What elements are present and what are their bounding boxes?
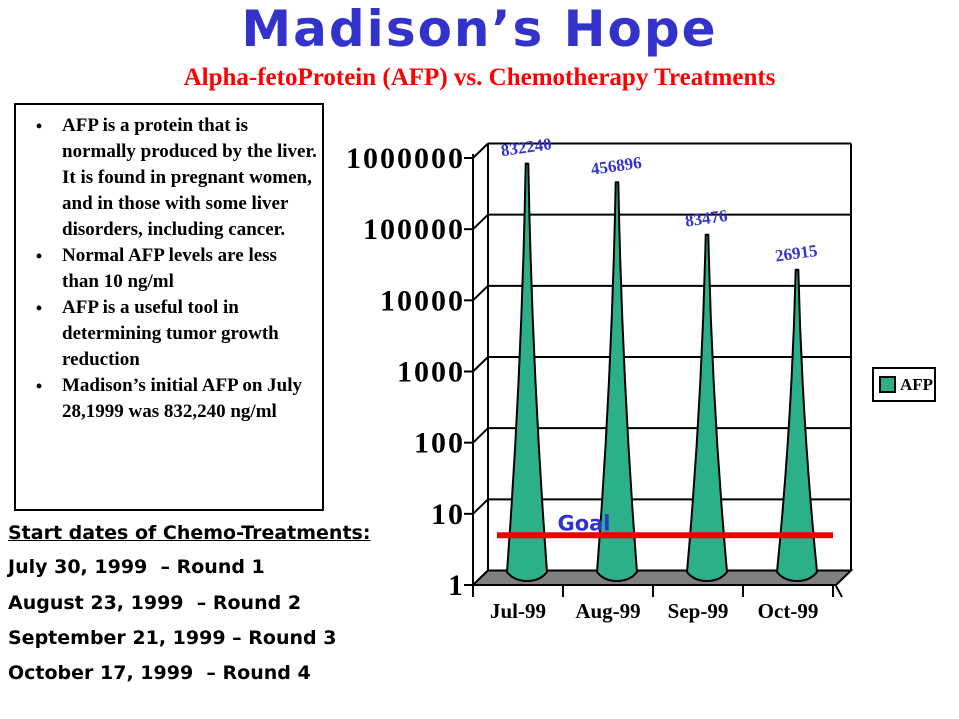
bullet-icon: [16, 295, 62, 373]
axis-depth-connector: [472, 569, 489, 586]
bullet-item: AFP is a useful tool in determining tumo…: [16, 295, 318, 373]
x-axis-category-label: Aug-99: [575, 599, 640, 623]
afp-info-box: AFP is a protein that is normally produc…: [14, 103, 324, 511]
bullet-icon: [16, 243, 62, 295]
y-axis-tick-label: 1: [448, 569, 465, 602]
y-axis-tick-label: 10000: [380, 284, 465, 317]
data-label-Aug-99: 456896: [590, 153, 643, 179]
bullet-icon: [16, 113, 62, 243]
axis-depth-connector: [472, 285, 489, 302]
bullet-text: Madison’s initial AFP on July 28,1999 wa…: [62, 375, 307, 422]
chemo-schedule-heading: Start dates of Chemo-Treatments:: [8, 522, 371, 544]
y-axis-tick-label: 100: [414, 427, 465, 460]
chemo-schedule-line: August 23, 1999 – Round 2: [8, 592, 302, 614]
bullet-text: AFP is a useful tool in determining tumo…: [62, 297, 284, 370]
x-axis-category-label: Sep-99: [668, 599, 729, 623]
chart-floor: [470, 569, 854, 586]
axis-depth-connector: [472, 213, 489, 230]
axis-depth-connector: [472, 356, 489, 373]
data-label-Sep-99: 83476: [684, 206, 729, 231]
slide-title: Madison’s Hope: [241, 0, 718, 58]
goal-label: Goal: [557, 511, 610, 535]
bullet-item: AFP is a protein that is normally produc…: [16, 113, 318, 243]
y-axis-tick-label: 100000: [363, 213, 465, 246]
data-label-Oct-99: 26915: [774, 241, 819, 266]
bullet-item: Normal AFP levels are less than 10 ng/ml: [16, 243, 318, 295]
bullet-item: Madison’s initial AFP on July 28,1999 wa…: [16, 373, 318, 425]
y-axis-tick-label: 10: [431, 498, 465, 531]
chemo-schedule-line: September 21, 1999 – Round 3: [8, 627, 337, 649]
y-axis-tick-label: 1000000: [346, 142, 465, 175]
bullet-text: AFP is a protein that is normally produc…: [62, 115, 327, 240]
legend-swatch-afp: [879, 376, 896, 393]
x-axis-category-label: Oct-99: [758, 599, 819, 623]
chemo-schedule-line: October 17, 1999 – Round 4: [8, 662, 311, 684]
cone-bar-Sep-99: [686, 233, 728, 582]
chart-legend: AFP: [872, 367, 936, 402]
bullet-text: Normal AFP levels are less than 10 ng/ml: [62, 245, 282, 292]
axis-depth-connector: [472, 498, 489, 515]
x-axis-corner-tick: [835, 585, 843, 598]
axis-depth-connector: [472, 142, 489, 159]
cone-bar-Aug-99: [596, 181, 638, 582]
bullet-icon: [16, 373, 62, 425]
cone-bar-Jul-99: [506, 162, 548, 582]
x-axis-category-label: Jul-99: [490, 599, 546, 623]
data-label-Jul-99: 832240: [500, 134, 553, 160]
chart-subtitle: Alpha-fetoProtein (AFP) vs. Chemotherapy…: [183, 64, 776, 91]
axis-depth-connector: [472, 427, 489, 444]
y-axis-tick-label: 1000: [397, 356, 465, 389]
chart-back-wall: [488, 143, 851, 571]
legend-label-afp: AFP: [900, 374, 934, 394]
cone-bar-Oct-99: [776, 268, 818, 582]
chemo-schedule-line: July 30, 1999 – Round 1: [8, 556, 265, 578]
